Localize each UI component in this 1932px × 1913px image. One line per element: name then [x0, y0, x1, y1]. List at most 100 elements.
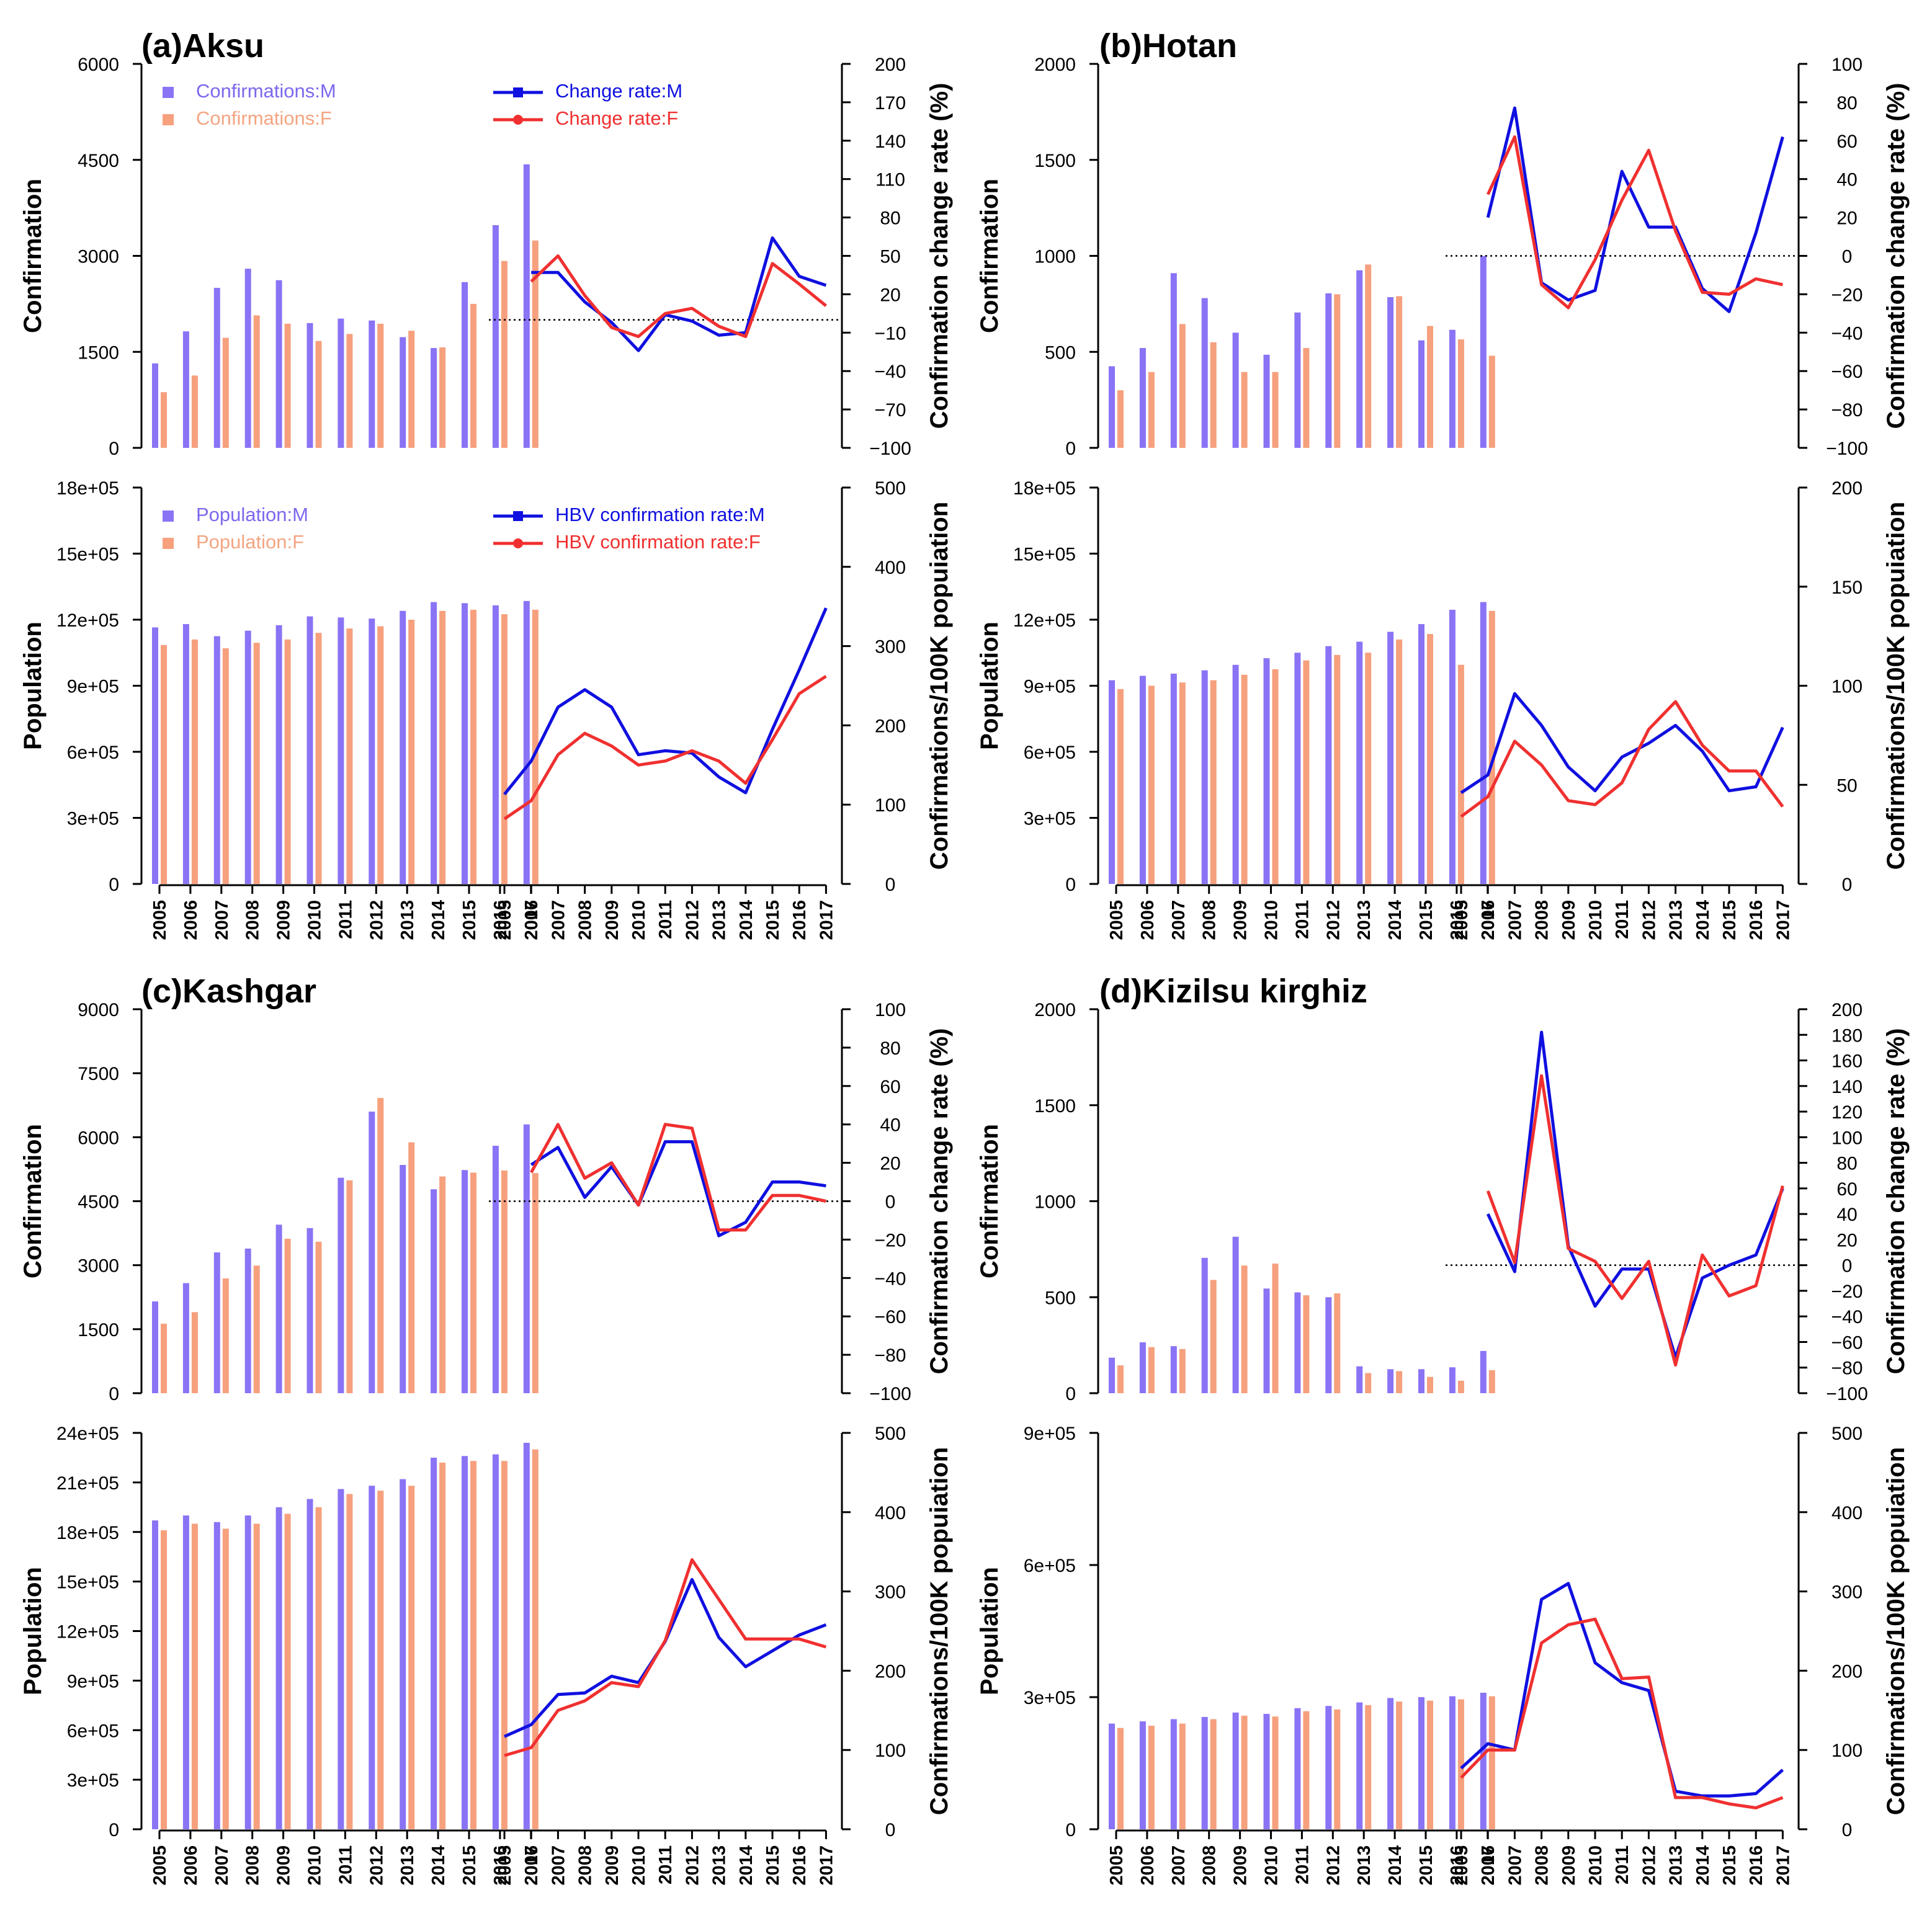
right-axis-tick-label: 300: [875, 637, 906, 658]
line-x-tick-label: 2015: [763, 900, 783, 940]
population-bar-male-2006: [182, 1515, 189, 1829]
confirmation-bar-male-2017: [1480, 256, 1487, 448]
left-axis-tick-label: 3e+05: [67, 1770, 119, 1791]
line-x-tick-label: 2006: [522, 900, 542, 940]
right-axis-tick-label: 200: [1831, 1000, 1863, 1020]
left-axis-tick-label: 2000: [1034, 55, 1076, 75]
confirmation-bar-female-2016: [1457, 339, 1464, 448]
right-axis-tick-label: −40: [875, 362, 906, 382]
bar-x-tick-label: 2009: [1231, 1845, 1251, 1886]
confirmation-bar-female-2016: [1457, 1380, 1464, 1393]
bar-x-tick-label: 2015: [1416, 900, 1436, 940]
right-axis-tick-label: 170: [875, 93, 906, 114]
confirmation-axis-label: Confirmation: [19, 1124, 47, 1278]
population-bar-male-2012: [369, 618, 375, 884]
panel-a: (a)Aksu01500300045006000Confirmation−100…: [19, 27, 953, 940]
right-axis-tick-label: 80: [880, 208, 900, 229]
legend-change-rate-m-text: Change rate:M: [555, 80, 682, 102]
right-axis-tick-label: −20: [1831, 1282, 1863, 1302]
bar-x-tick-label: 2013: [1354, 1845, 1374, 1886]
confirmation-bar-female-2008: [253, 315, 260, 448]
left-axis-tick-label: 9e+05: [1024, 677, 1076, 697]
left-axis-tick-label: 3e+05: [1024, 1688, 1076, 1708]
change-rate-line-male: [1486, 1030, 1784, 1359]
population-bar-male-2010: [1263, 658, 1270, 884]
population-bar-male-2012: [369, 1486, 375, 1829]
population-bar-female-2017: [1488, 1696, 1495, 1829]
right-axis-tick-label: 100: [1831, 1741, 1863, 1761]
population-bar-female-2011: [346, 628, 353, 884]
confirmation-bar-male-2013: [400, 1165, 406, 1393]
population-bar-female-2008: [1210, 1719, 1217, 1829]
line-x-tick-label: 2009: [602, 900, 622, 940]
bar-x-tick-label: 2013: [398, 1845, 418, 1886]
left-axis-tick-label: 1500: [78, 342, 119, 363]
line-x-tick-label: 2012: [682, 1845, 702, 1886]
population-bar-female-2012: [377, 1491, 384, 1829]
right-axis-tick-label: 100: [1831, 55, 1863, 75]
confirmation-bar-male-2008: [244, 269, 251, 448]
confirmation-bar-male-2010: [306, 323, 313, 448]
right-axis-tick-label: −40: [1831, 323, 1863, 344]
right-axis-tick-label: 400: [1831, 1503, 1863, 1523]
line-x-tick-label: 2014: [736, 1845, 756, 1886]
left-axis-tick-label: 6e+05: [1024, 742, 1076, 763]
legend-confirmations-m-text: Confirmations:M: [196, 80, 336, 102]
legend-confirmations-f-text: Confirmations:F: [196, 107, 332, 129]
left-axis-tick-label: 15e+05: [56, 1572, 119, 1593]
line-x-tick-label: 2010: [629, 900, 649, 940]
bar-x-tick-label: 2011: [336, 1845, 356, 1884]
confirmation-bar-male-2010: [1263, 354, 1270, 448]
right-axis-tick-label: 180: [1831, 1025, 1863, 1046]
change-rate-line-female: [1486, 1074, 1784, 1367]
left-axis-tick-label: 0: [1065, 1820, 1076, 1840]
population-bar-female-2010: [315, 1507, 322, 1829]
bar-x-tick-label: 2011: [1292, 1845, 1312, 1884]
line-x-tick-label: 2013: [710, 1845, 730, 1886]
population-bar-male-2016: [492, 605, 499, 884]
left-axis-tick-label: 12e+05: [56, 610, 119, 631]
confirmation-bar-male-2005: [1109, 1357, 1115, 1393]
population-bar-female-2005: [1117, 689, 1124, 884]
left-axis-tick-label: 9e+05: [1024, 1424, 1076, 1444]
left-axis-tick-label: 0: [109, 1384, 119, 1404]
left-axis-tick-label: 6e+05: [67, 742, 119, 763]
bar-x-tick-label: 2016: [491, 900, 511, 940]
right-axis-tick-label: 300: [875, 1582, 906, 1603]
population-bar-female-2016: [1457, 1699, 1464, 1829]
right-axis-tick-label: 400: [875, 558, 906, 578]
population-bar-male-2010: [1263, 1713, 1270, 1829]
line-x-tick-label: 2012: [1639, 900, 1659, 940]
confirmation-bar-female-2010: [315, 341, 322, 448]
confirmation-bar-male-2014: [431, 1189, 437, 1393]
legend-hbv-rate-f-text: HBV confirmation rate:F: [555, 531, 761, 553]
left-axis-tick-label: 9e+05: [67, 1671, 119, 1692]
confirmation-rate-line-female: [1460, 700, 1784, 818]
confirmation-bar-female-2012: [377, 323, 384, 448]
population-bar-male-2009: [275, 1507, 282, 1829]
confirmation-bar-female-2014: [1396, 296, 1403, 448]
population-bar-female-2007: [222, 648, 229, 884]
right-axis-tick-label: −100: [869, 1384, 911, 1404]
right-axis-tick-label: −100: [1826, 1384, 1868, 1404]
line-x-tick-label: 2015: [763, 1845, 783, 1886]
right-axis-tick-label: 40: [1836, 1205, 1857, 1225]
population-bar-male-2011: [338, 617, 344, 884]
confirmation-bar-male-2016: [1449, 329, 1456, 448]
legend-change-rate-f-text: Change rate:F: [555, 107, 678, 129]
population-bar-female-2006: [191, 639, 198, 884]
legend-hbv-rate-m-text: HBV confirmation rate:M: [555, 504, 765, 525]
bar-x-tick-label: 2012: [1323, 900, 1343, 940]
right-axis-tick-label: −60: [1831, 362, 1863, 382]
right-axis-tick-label: 110: [875, 170, 905, 190]
confirmation-bar-female-2012: [377, 1098, 384, 1393]
right-axis-tick-label: 400: [875, 1503, 906, 1523]
bar-x-tick-label: 2012: [1323, 1845, 1343, 1886]
confirmation-axis-label: Confirmation: [976, 1124, 1003, 1278]
left-axis-tick-label: 0: [109, 875, 119, 895]
right-axis-tick-label: −80: [875, 1345, 906, 1366]
confirmation-bar-female-2012: [1334, 294, 1341, 448]
left-axis-tick-label: 1000: [1034, 1192, 1076, 1213]
confirmation-bar-male-2010: [1263, 1288, 1270, 1393]
confirmation-bar-female-2006: [191, 1312, 198, 1393]
